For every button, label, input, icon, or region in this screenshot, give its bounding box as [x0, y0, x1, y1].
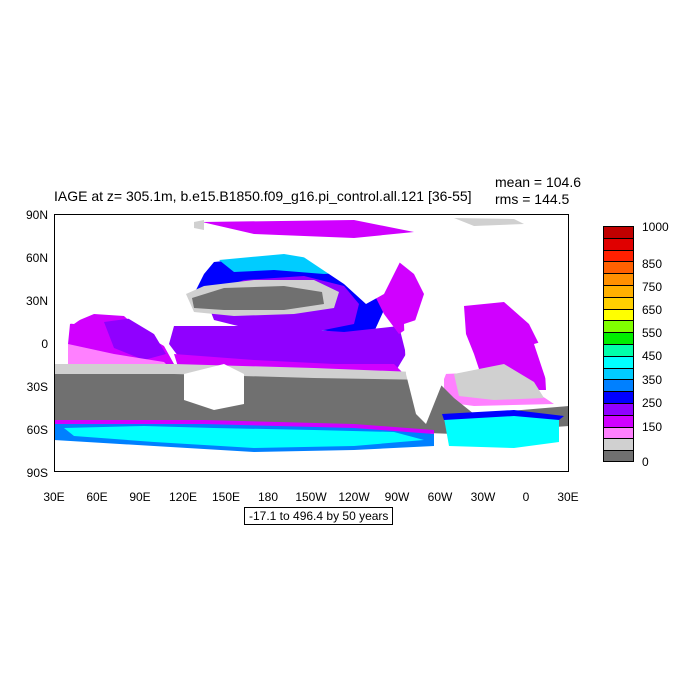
x-tick-label: 150E [211, 490, 241, 504]
x-tick-label: 30E [43, 490, 65, 504]
north-pacific-cyan [219, 254, 354, 274]
mean-stat: mean = 104.6 [495, 174, 582, 190]
x-tick-label: 120E [168, 490, 198, 504]
asia [104, 234, 214, 334]
africa [54, 268, 114, 324]
legend-swatch [603, 261, 634, 274]
legend-label: 1000 [642, 220, 669, 234]
legend-swatch [603, 355, 634, 368]
x-tick-label: 120W [338, 490, 370, 504]
southern-ocean-magenta-edge [54, 420, 434, 434]
legend-swatch [603, 403, 634, 415]
legend-swatch [603, 391, 634, 403]
x-tick-label: 180 [257, 490, 279, 504]
legend-swatch [603, 344, 634, 356]
legend-frame [603, 226, 634, 462]
greenland [434, 230, 484, 272]
legend-label: 150 [642, 420, 663, 434]
x-tick-label: 30W [470, 490, 496, 504]
legend-swatch [603, 237, 634, 250]
plot-title: IAGE at z= 305.1m, b.e15.B1850.f09_g16.p… [54, 188, 472, 204]
southern-ocean-cyan-band [64, 426, 424, 448]
y-tick-label: 30N [25, 294, 48, 308]
x-tick-label: 30E [557, 490, 579, 504]
legend-swatch [603, 332, 634, 344]
legend-swatch [603, 426, 634, 439]
legend-label: 850 [642, 257, 663, 271]
legend-swatch [603, 249, 634, 262]
map-frame [54, 214, 569, 472]
rms-stat: rms = 144.5 [495, 191, 570, 207]
legend-swatch [603, 367, 634, 380]
legend-label: 750 [642, 280, 663, 294]
southern-ocean-grey [54, 364, 569, 434]
weddell-blue-edge [442, 410, 564, 420]
legend-swatch [603, 273, 634, 285]
legend-label: 650 [642, 303, 663, 317]
legend-swatch [603, 308, 634, 321]
y-tick-label: 60S [26, 423, 48, 437]
y-tick-label: 0 [41, 337, 48, 351]
y-tick-label: 90S [26, 466, 48, 480]
contour-range-note: -17.1 to 496.4 by 50 years [244, 507, 394, 525]
x-tick-label: 150W [295, 490, 327, 504]
arctic-band [202, 220, 414, 238]
legend-swatch [603, 438, 634, 451]
x-tick-label: 90E [129, 490, 151, 504]
legend-swatch [603, 379, 634, 392]
arctic-edge [194, 220, 204, 230]
north-pacific-core [192, 286, 324, 310]
atlantic-grey [454, 364, 544, 400]
y-tick-label: 60N [25, 251, 48, 265]
x-tick-label: 60E [86, 490, 108, 504]
africa-east [534, 334, 569, 404]
y-tick-label: 90N [25, 208, 48, 222]
legend-label: 550 [642, 326, 663, 340]
x-tick-label: 90W [384, 490, 410, 504]
south-america [404, 314, 454, 424]
australia [184, 364, 244, 410]
legend-swatch [603, 285, 634, 297]
y-tick-label: 30S [26, 380, 48, 394]
weddell-cyan [444, 414, 559, 448]
southern-grey-light-band [54, 364, 434, 380]
arctic-edge-right [454, 218, 524, 226]
legend-swatch [603, 320, 634, 333]
indian-ocean-pink [68, 344, 172, 370]
legend-label: 350 [642, 373, 663, 387]
legend-swatch [603, 450, 634, 462]
north-america [284, 238, 404, 304]
legend-label: 0 [642, 455, 649, 469]
x-tick-label: 0 [522, 490, 530, 504]
legend-label: 250 [642, 396, 663, 410]
legend-label: 450 [642, 349, 663, 363]
legend-swatch [603, 414, 634, 427]
legend-swatch [603, 296, 634, 309]
antarctica [54, 446, 569, 472]
indian-ocean-purple [104, 318, 166, 360]
ocean-age-map [54, 214, 569, 472]
x-tick-label: 60W [427, 490, 453, 504]
